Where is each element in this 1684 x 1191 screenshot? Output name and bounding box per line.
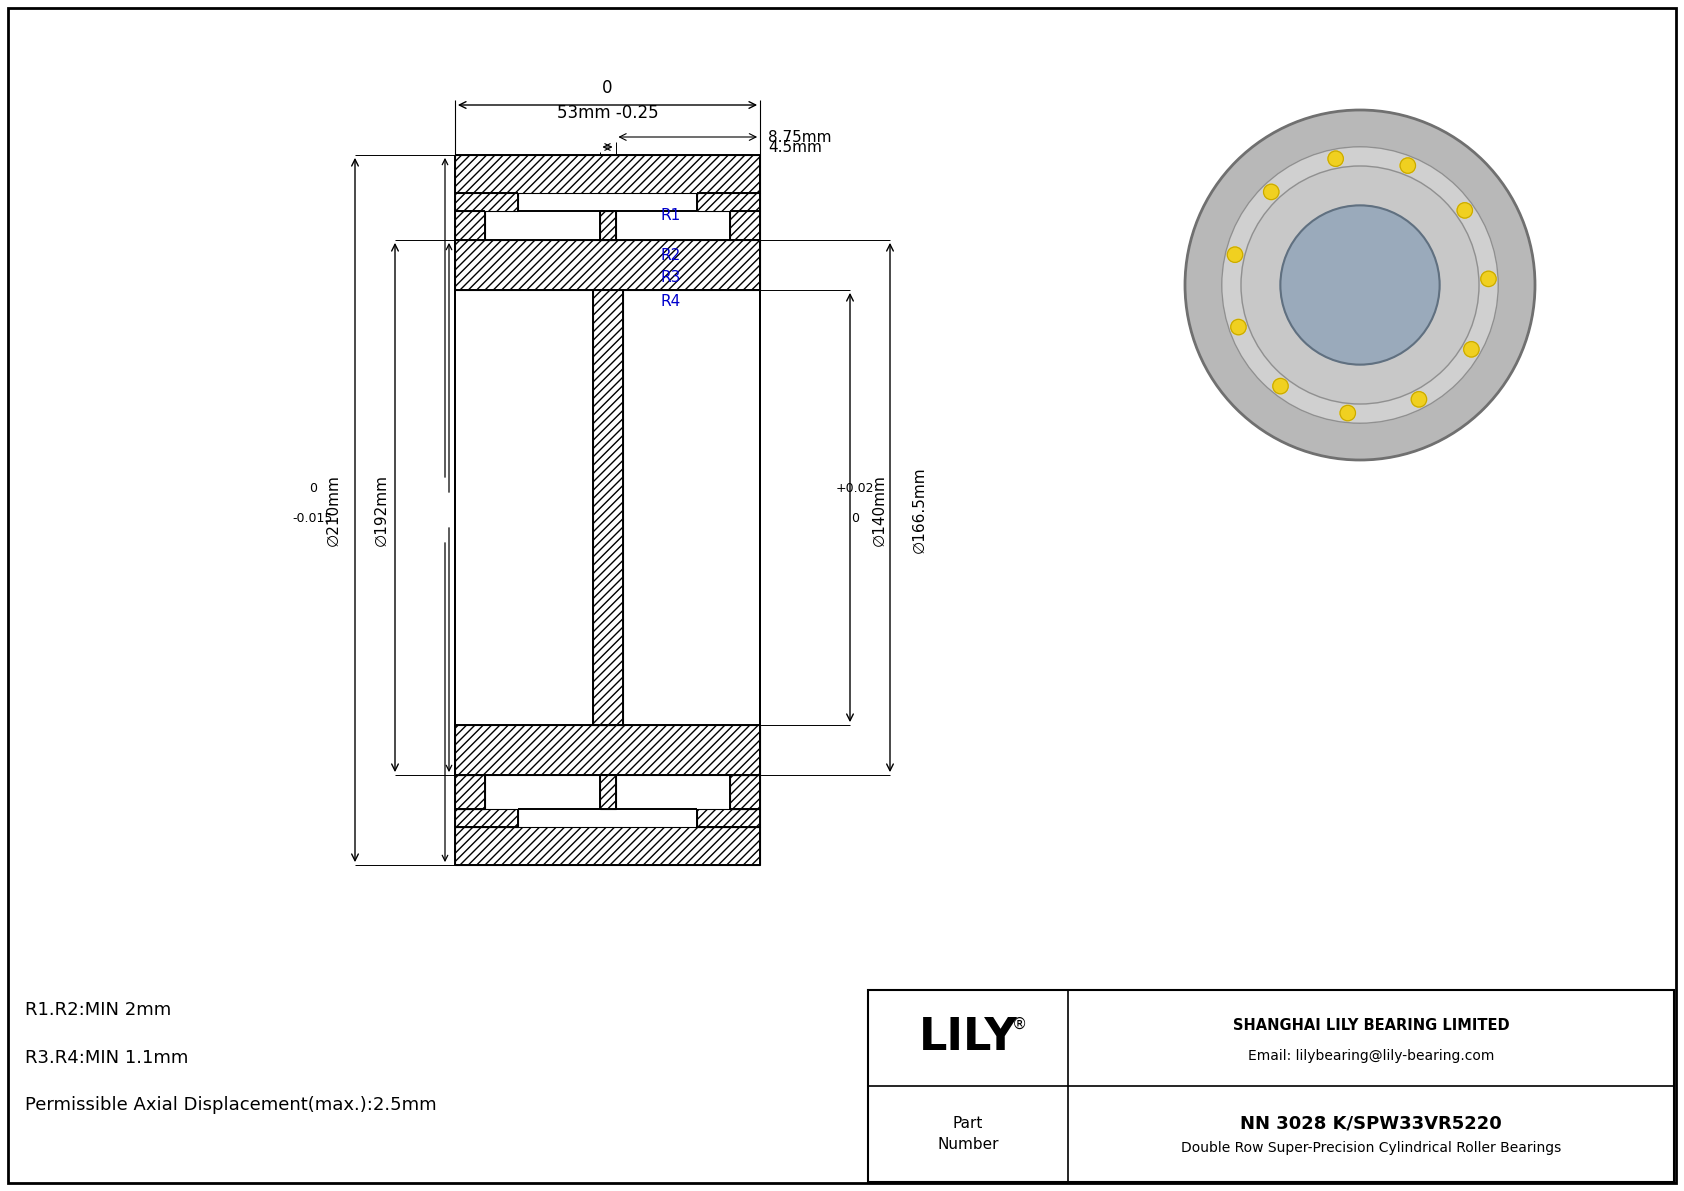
Polygon shape	[729, 775, 759, 809]
Polygon shape	[697, 193, 759, 211]
Circle shape	[1457, 202, 1472, 218]
Text: ∅140mm: ∅140mm	[872, 474, 887, 545]
Text: SHANGHAI LILY BEARING LIMITED: SHANGHAI LILY BEARING LIMITED	[1233, 1018, 1509, 1034]
Text: Part
Number: Part Number	[938, 1116, 999, 1152]
Text: NN 3028 K/SPW33VR5220: NN 3028 K/SPW33VR5220	[1239, 1115, 1502, 1133]
Circle shape	[1340, 405, 1356, 420]
Text: -0.015: -0.015	[293, 511, 333, 524]
Text: Email: lilybearing@lily-bearing.com: Email: lilybearing@lily-bearing.com	[1248, 1049, 1494, 1064]
Text: 8.75mm: 8.75mm	[768, 130, 832, 144]
Circle shape	[1228, 247, 1243, 262]
Polygon shape	[593, 289, 623, 725]
Circle shape	[1480, 272, 1495, 287]
Text: ∅210mm: ∅210mm	[325, 474, 340, 545]
Circle shape	[1223, 146, 1499, 423]
Text: ∅192mm: ∅192mm	[374, 474, 389, 545]
Circle shape	[1399, 158, 1416, 173]
Polygon shape	[455, 775, 485, 809]
Text: R4: R4	[660, 294, 680, 310]
Circle shape	[1241, 166, 1479, 404]
Polygon shape	[600, 211, 615, 241]
Polygon shape	[455, 809, 519, 827]
Text: R1.R2:MIN 2mm: R1.R2:MIN 2mm	[25, 1000, 172, 1019]
Text: ∅166.5mm: ∅166.5mm	[913, 467, 926, 554]
Text: 4.5mm: 4.5mm	[768, 139, 822, 155]
Polygon shape	[455, 241, 759, 289]
Polygon shape	[455, 155, 759, 193]
Text: R2: R2	[660, 248, 680, 262]
Circle shape	[1329, 151, 1344, 167]
Polygon shape	[455, 211, 485, 241]
Text: LILY: LILY	[919, 1016, 1017, 1060]
Text: R1: R1	[660, 208, 680, 224]
Circle shape	[1463, 342, 1479, 357]
Text: 0: 0	[603, 79, 613, 96]
Circle shape	[1263, 185, 1278, 200]
Text: Double Row Super-Precision Cylindrical Roller Bearings: Double Row Super-Precision Cylindrical R…	[1180, 1141, 1561, 1155]
Bar	[867, 990, 1674, 1181]
Text: R3.R4:MIN 1.1mm: R3.R4:MIN 1.1mm	[25, 1049, 189, 1067]
Polygon shape	[600, 775, 615, 809]
Text: R3: R3	[660, 270, 680, 286]
Polygon shape	[455, 193, 519, 211]
Circle shape	[1231, 319, 1246, 335]
Text: 53mm -0.25: 53mm -0.25	[557, 104, 658, 121]
Polygon shape	[455, 725, 759, 775]
Text: Permissible Axial Displacement(max.):2.5mm: Permissible Axial Displacement(max.):2.5…	[25, 1096, 436, 1114]
Circle shape	[1273, 379, 1288, 394]
Text: 0: 0	[850, 511, 859, 524]
Circle shape	[1280, 205, 1440, 364]
Polygon shape	[697, 809, 759, 827]
Text: +0.02: +0.02	[835, 481, 874, 494]
Polygon shape	[729, 211, 759, 241]
Circle shape	[1186, 110, 1536, 460]
Circle shape	[1411, 392, 1426, 407]
Text: 0: 0	[308, 481, 317, 494]
Polygon shape	[455, 827, 759, 865]
Text: ®: ®	[1012, 1016, 1027, 1031]
